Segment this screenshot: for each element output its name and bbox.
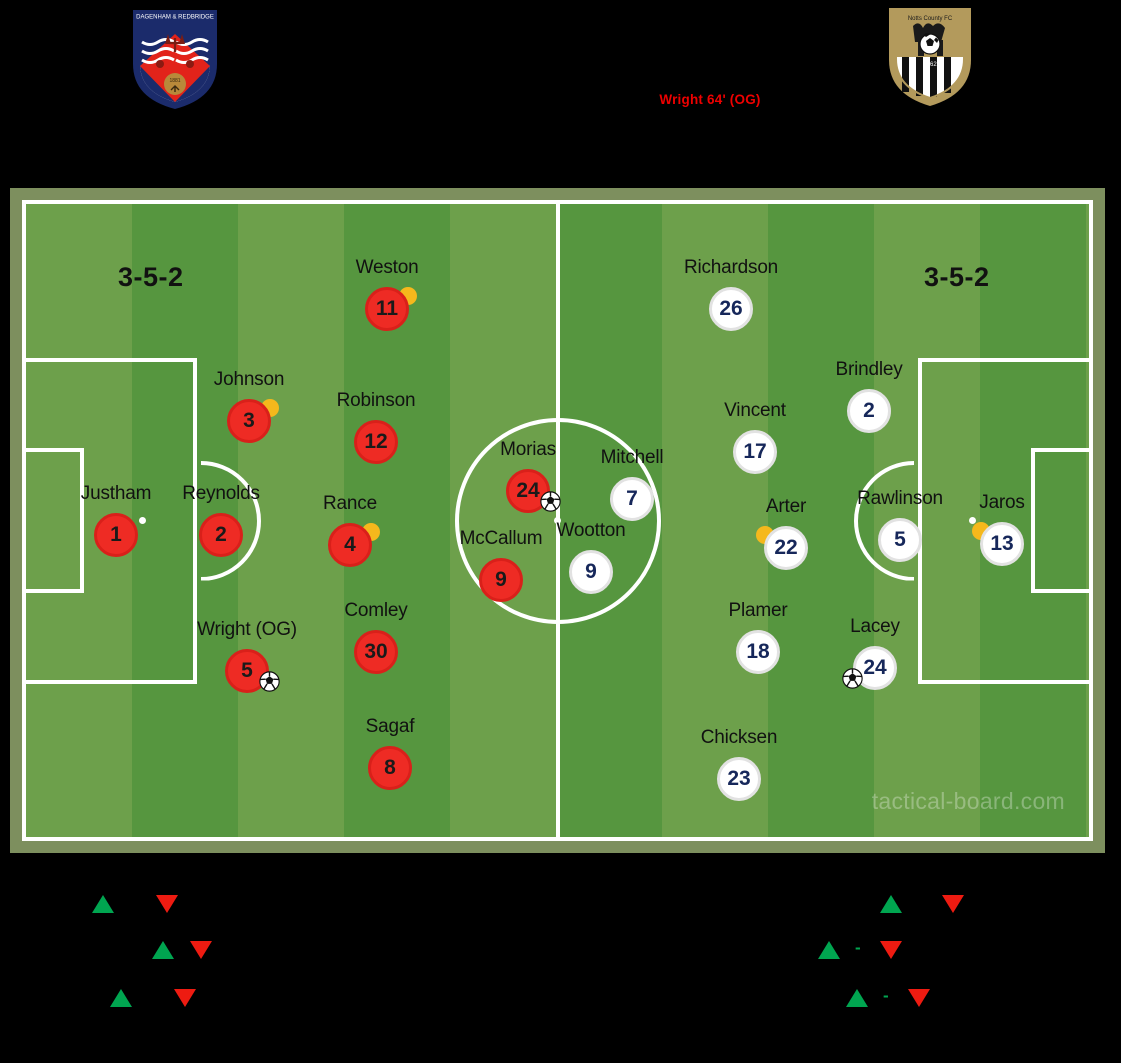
goal-area-left: [26, 448, 84, 593]
substitution-row: [70, 870, 510, 913]
player-number: 3: [227, 399, 271, 443]
penalty-spot-left: [139, 517, 146, 524]
player-number: 26: [709, 287, 753, 331]
substitutions-home: [70, 870, 510, 1007]
pitch: 3-5-2 3-5-2 tactical-board.com Justham 1 R…: [22, 200, 1093, 841]
player-name: Justham: [80, 483, 152, 504]
player-name: Comley: [344, 600, 408, 621]
sub-separator: -: [855, 938, 861, 957]
center-circle: [454, 417, 661, 624]
goal-net-right: [1090, 473, 1093, 569]
player-number: 17: [733, 430, 777, 474]
watermark: tactical-board.com: [871, 788, 1065, 814]
player-name: McCallum: [459, 528, 543, 549]
player-name: Robinson: [336, 390, 416, 411]
center-spot: [554, 517, 561, 524]
player-number: 8: [368, 746, 412, 790]
sub-on-arrow-icon: [846, 989, 868, 1007]
player-number: 13: [980, 522, 1024, 566]
player-name: Chicksen: [700, 727, 778, 748]
svg-text:Notts County FC: Notts County FC: [908, 16, 953, 22]
player-number: 12: [354, 420, 398, 464]
player-number: 18: [736, 630, 780, 674]
player-number: 5: [878, 518, 922, 562]
player-number: 4: [328, 523, 372, 567]
sub-on-arrow-icon: [92, 895, 114, 913]
player-name: Plamer: [728, 600, 788, 621]
sub-off-arrow-icon: [174, 989, 196, 1007]
player-name: Jaros: [979, 492, 1025, 513]
player-name: Wright (OG): [197, 619, 297, 640]
substitution-row: [800, 870, 1100, 913]
player-number: 2: [847, 389, 891, 433]
penalty-area-left: [26, 357, 197, 684]
sub-off-arrow-icon: [156, 895, 178, 913]
svg-text:1862: 1862: [923, 62, 937, 68]
substitution-row: [70, 942, 510, 1007]
player-number: 7: [610, 477, 654, 521]
svg-text:1881: 1881: [169, 78, 180, 84]
sub-separator: -: [883, 986, 889, 1005]
goal-event-item: Wright 64' (OG): [659, 92, 761, 107]
football-icon: [259, 671, 280, 692]
home-team-crest: DAGENHAM & REDBRIDGE 1881: [130, 6, 220, 111]
player-name: Reynolds: [182, 483, 260, 504]
player-number: 23: [717, 757, 761, 801]
player-name: Wootton: [556, 520, 626, 541]
header-bar: DAGENHAM & REDBRIDGE 1881: [0, 0, 1121, 185]
penalty-spot-right: [969, 517, 976, 524]
sub-on-arrow-icon: [110, 989, 132, 1007]
pitch-frame: 3-5-2 3-5-2 tactical-board.com Justham 1 R…: [10, 188, 1105, 853]
sub-on-arrow-icon: [818, 941, 840, 959]
substitution-row: -: [800, 906, 1100, 959]
football-icon: [540, 491, 561, 512]
player-name: Mitchell: [600, 447, 664, 468]
sub-off-arrow-icon: [908, 989, 930, 1007]
player-name: Rawlinson: [857, 488, 943, 509]
player-number: 11: [365, 287, 409, 331]
player-number: 2: [199, 513, 243, 557]
player-name: Sagaf: [365, 716, 415, 737]
goal-net-left: [22, 473, 25, 569]
sub-off-arrow-icon: [190, 941, 212, 959]
penalty-area-right: [918, 357, 1089, 684]
substitution-row: -: [800, 942, 1100, 1007]
player-number: 30: [354, 630, 398, 674]
player-name: Weston: [355, 257, 419, 278]
formation-label-away: 3-5-2: [924, 262, 990, 292]
player-name: Richardson: [683, 257, 779, 278]
goal-events-list: Wright 64' (OG): [560, 90, 860, 109]
goal-area-right: [1031, 448, 1089, 593]
away-team-crest: Notts County FC 1862: [885, 4, 975, 109]
player-name: Morias: [500, 439, 556, 460]
sub-on-arrow-icon: [152, 941, 174, 959]
player-name: Vincent: [724, 400, 786, 421]
player-number: 22: [764, 526, 808, 570]
player-number: 1: [94, 513, 138, 557]
substitution-row: [70, 906, 510, 959]
player-number: 9: [479, 558, 523, 602]
player-name: Lacey: [850, 616, 900, 637]
formation-label-home: 3-5-2: [118, 262, 184, 292]
sub-on-arrow-icon: [880, 895, 902, 913]
substitutions-away: --: [800, 870, 1100, 1007]
player-number: 9: [569, 550, 613, 594]
svg-text:DAGENHAM & REDBRIDGE: DAGENHAM & REDBRIDGE: [136, 15, 214, 21]
player-name: Arter: [765, 496, 807, 517]
player-name: Rance: [323, 493, 377, 514]
football-icon: [842, 668, 863, 689]
sub-off-arrow-icon: [880, 941, 902, 959]
player-name: Brindley: [835, 359, 903, 380]
player-name: Johnson: [213, 369, 285, 390]
sub-off-arrow-icon: [942, 895, 964, 913]
